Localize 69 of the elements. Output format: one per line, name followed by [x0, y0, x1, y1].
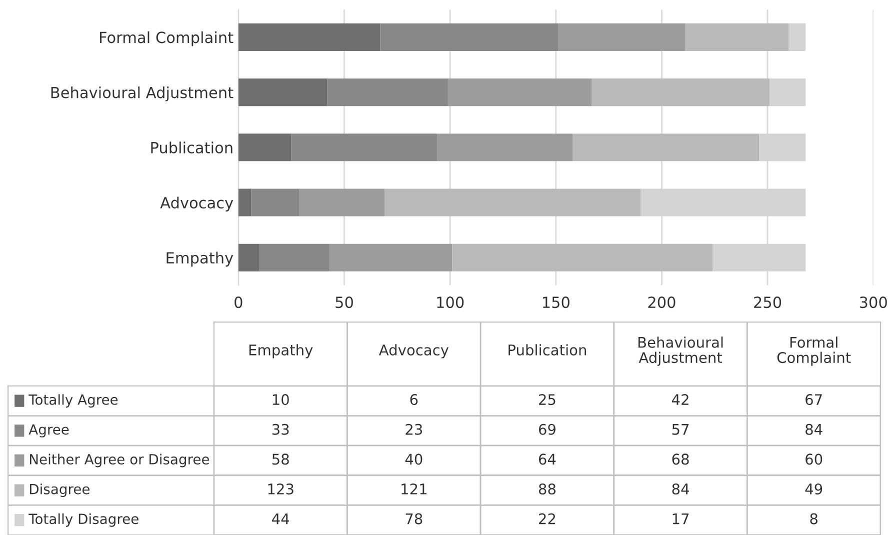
y-tick-label: Totally Agree [28, 394, 118, 408]
bar [572, 134, 760, 162]
data-label: 17 [672, 513, 689, 524]
x-tick-label: 100 [437, 296, 464, 308]
data-label: 84 [672, 483, 689, 495]
data-label: 22 [539, 513, 556, 524]
data-label: 23 [406, 424, 422, 435]
bar [448, 78, 592, 106]
x-tick-label: 250 [754, 296, 782, 308]
data-label: 84 [806, 424, 822, 435]
y-tick-label: Advocacy [160, 196, 234, 212]
bar [788, 23, 806, 51]
data-label: 60 [806, 454, 822, 465]
data-label: 78 [406, 513, 422, 524]
data-label: 33 [272, 424, 289, 435]
y-tick-label: Empathy [166, 252, 234, 267]
data-label: 42 [672, 394, 688, 405]
bar [327, 78, 448, 106]
bar [452, 244, 713, 272]
bar [384, 188, 641, 216]
bar [238, 188, 252, 216]
bar [238, 23, 380, 51]
data-label: 25 [539, 394, 556, 406]
x-tick-label: Behavioural Adjustment [638, 336, 723, 366]
data-label: 49 [805, 483, 822, 495]
bar [380, 23, 558, 51]
bar [260, 244, 330, 272]
y-tick-label: Behavioural Adjustment [51, 86, 234, 102]
data-label: 69 [538, 424, 556, 435]
bar [238, 78, 328, 106]
x-tick-label: Advocacy [378, 344, 449, 358]
data-label: 6 [410, 394, 418, 406]
bar [291, 134, 438, 162]
x-tick-label: 300 [860, 296, 887, 308]
bar [558, 23, 685, 51]
data-label: 88 [538, 483, 556, 495]
data-label: 123 [268, 483, 294, 495]
x-tick-label: Formal Complaint [777, 336, 851, 366]
x-tick-label: 0 [234, 296, 242, 308]
bar [329, 244, 452, 272]
data-label: 68 [672, 454, 689, 465]
data-label: 44 [272, 513, 290, 524]
y-tick-label: Agree [28, 424, 69, 438]
data-label: 57 [672, 424, 689, 435]
x-tick-label: 200 [648, 296, 676, 308]
x-tick-label: 50 [336, 296, 353, 308]
data-label: 64 [538, 454, 556, 465]
bar [437, 134, 573, 162]
data-label: 121 [402, 483, 426, 494]
bar [684, 23, 789, 51]
bar [300, 188, 384, 216]
y-tick-label: Neither Agree or Disagree [30, 454, 210, 468]
y-tick-label: Disagree [30, 484, 90, 498]
x-tick-label: Publication [508, 344, 586, 356]
data-label: 58 [272, 454, 289, 465]
bar [238, 244, 260, 272]
x-tick-label: Empathy [249, 344, 313, 358]
bar [251, 188, 300, 216]
bar [238, 134, 292, 162]
y-tick-label: Publication [151, 142, 232, 154]
bar [592, 78, 770, 106]
data-label: 40 [405, 454, 422, 465]
data-label: 67 [806, 394, 822, 406]
y-tick-label: Formal Complaint [100, 31, 234, 46]
data-label: 10 [272, 394, 289, 406]
x-tick-label: 150 [542, 296, 570, 308]
bar [770, 78, 806, 106]
y-tick-label: Totally Disagree [28, 513, 138, 527]
data-label: 8 [810, 513, 818, 524]
